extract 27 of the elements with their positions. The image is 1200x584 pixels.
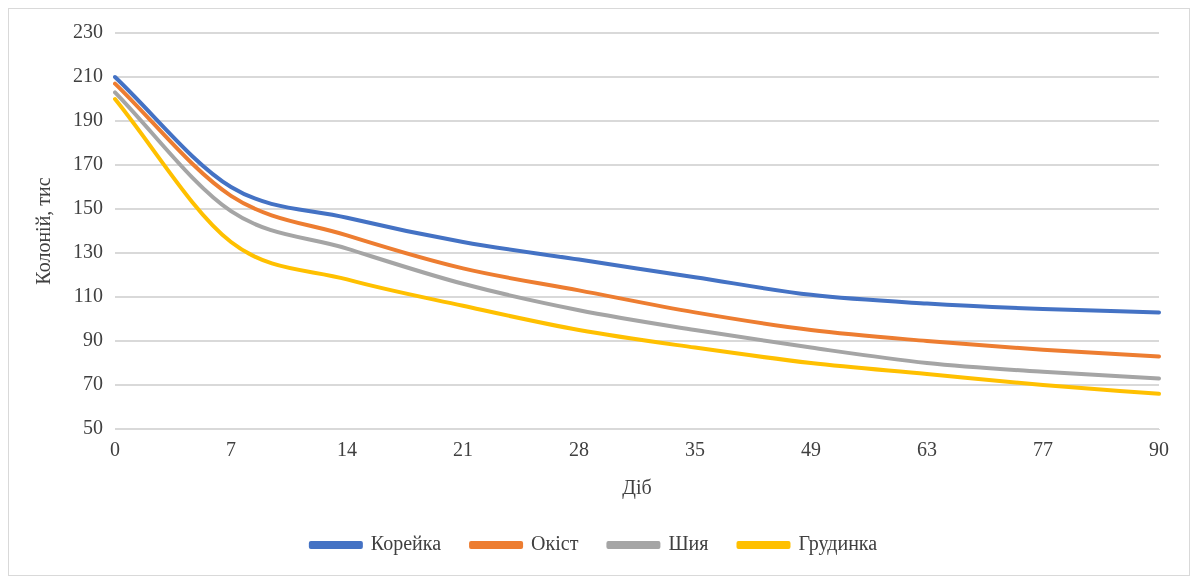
- x-tick-label: 14: [337, 438, 357, 461]
- y-tick-label: 210: [73, 64, 103, 87]
- y-tick-label: 70: [83, 372, 103, 395]
- x-tick-label: 21: [453, 438, 473, 461]
- x-tick-label: 35: [685, 438, 705, 461]
- legend-label: Корейка: [370, 532, 442, 556]
- y-tick-label: 190: [73, 108, 103, 131]
- x-tick-label: 28: [569, 438, 589, 461]
- y-tick-label: 50: [83, 416, 103, 439]
- x-tick-label: 0: [110, 438, 120, 461]
- legend-label: Окіст: [531, 532, 579, 555]
- y-tick-label: 130: [73, 240, 103, 263]
- x-tick-label: 49: [801, 438, 821, 461]
- legend-label: Грудинка: [798, 532, 878, 556]
- y-axis-title: Колоній, тис: [32, 177, 55, 285]
- x-tick-label: 90: [1149, 438, 1169, 461]
- y-tick-label: 170: [73, 152, 103, 175]
- y-tick-label: 230: [73, 20, 103, 43]
- y-tick-label: 110: [73, 284, 103, 307]
- x-tick-label: 7: [226, 438, 236, 461]
- line-series: [113, 75, 1161, 315]
- x-axis-title: Діб: [622, 476, 652, 500]
- legend-label: Шия: [668, 532, 709, 555]
- y-tick-label: 150: [73, 196, 103, 219]
- x-tick-label: 63: [917, 438, 937, 461]
- y-tick-label: 90: [83, 328, 103, 351]
- x-tick-label: 77: [1033, 438, 1053, 461]
